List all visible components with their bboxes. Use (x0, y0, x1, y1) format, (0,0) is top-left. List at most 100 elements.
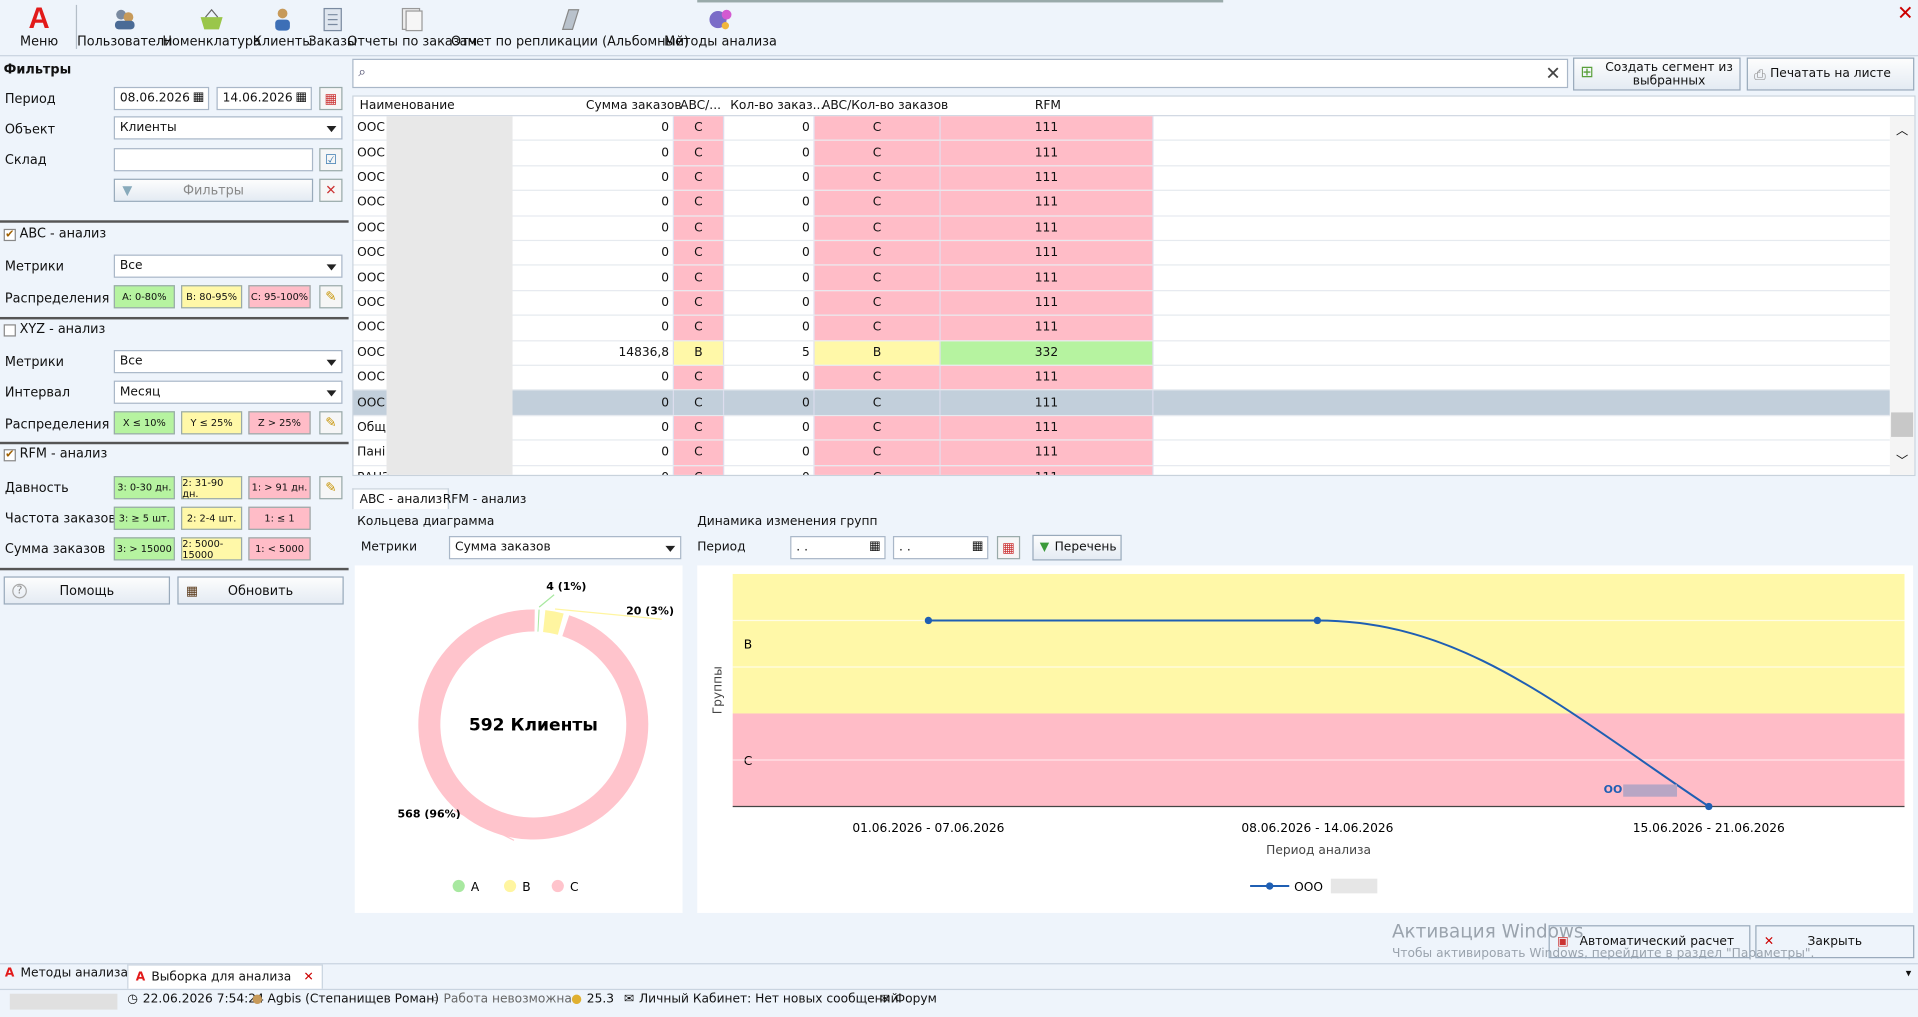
create-segment-button[interactable]: ⊞ Создать сегмент из выбранных (1573, 57, 1741, 91)
help-button[interactable]: ? Помощь (3, 576, 171, 605)
close-button[interactable]: ✕ Закрыть (1755, 925, 1915, 959)
frequency-chip-1[interactable]: 1: ≤ 1 (248, 506, 311, 530)
abc-chip-b[interactable]: B: 80-95% (181, 285, 243, 309)
table-row[interactable]: РАНЗ0C0C111 (354, 465, 1890, 475)
scroll-up-icon[interactable]: ︿ (1895, 124, 1909, 139)
auto-calc-button[interactable]: ▣ Автоматический расчет (1548, 925, 1751, 959)
print-sheet-button[interactable]: ⎙ Печатать на листе (1746, 57, 1915, 91)
abc-metrics-select[interactable]: Все (113, 254, 343, 278)
filters-button[interactable]: ▼ Фильтры (113, 178, 314, 202)
status-user[interactable]: ● Agbis (Степанищев Роман) (251, 992, 440, 1006)
calendar-icon[interactable]: ▦ (971, 539, 984, 554)
xyz-chip-y[interactable]: Y ≤ 25% (181, 411, 243, 435)
date-to-field[interactable]: 14.06.2026 ▦ (216, 86, 312, 111)
nomenclature-button[interactable]: Номенклатура (162, 0, 261, 54)
tab-abc[interactable]: ABC - анализ (352, 488, 450, 511)
order-reports-button[interactable]: Отчеты по заказам (347, 0, 477, 54)
table-row[interactable]: Пані 0 C 0 C 111 (353, 440, 1890, 466)
donut-metrics-select[interactable]: Сумма заказов (448, 536, 682, 560)
xyz-edit-pencil-icon[interactable]: ✎ (319, 411, 343, 435)
status-cabinet[interactable]: ✉ Личный Кабинет: Нет новых сообщений (623, 992, 899, 1006)
analysis-methods-button[interactable]: Методы анализа (664, 0, 777, 54)
frequency-chip-3[interactable]: 3: ≥ 5 шт. (113, 506, 175, 530)
table-row[interactable]: ООС 0 C 0 C 111 (353, 315, 1890, 341)
line-calendar-button[interactable]: ▦ (996, 536, 1021, 560)
col-count[interactable]: Кол-во заказ... (730, 99, 825, 113)
recency-chip-2[interactable]: 2: 31-90 дн. (181, 476, 243, 500)
calendar-icon[interactable]: ▦ (192, 90, 205, 105)
col-abc[interactable]: ABC/... (680, 99, 721, 113)
close-app-icon[interactable]: ✕ (1897, 1, 1914, 25)
sum-chip-2[interactable]: 2: 5000-15000 (181, 537, 243, 561)
cell-abc-count: C (814, 191, 941, 215)
table-row[interactable]: ООС 0 C 0 C 111 (353, 390, 1890, 416)
table-row[interactable]: ООС 0 C 0 C 111 (353, 191, 1890, 217)
clear-search-icon[interactable]: ✕ (1545, 62, 1561, 85)
vertical-scrollbar[interactable]: ︿ ﹀ (1889, 116, 1915, 475)
xyz-chip-z[interactable]: Z > 25% (248, 411, 311, 435)
table-row[interactable]: ООС 0 C 0 C 111 (353, 141, 1890, 167)
frequency-chip-2[interactable]: 2: 2-4 шт. (181, 506, 243, 530)
bottom-tab-selection[interactable]: A Выборка для анализа ✕ (127, 964, 323, 989)
orders-button[interactable]: Заказы (308, 0, 357, 54)
table-row[interactable]: ООС 14836,8 B 5 B 332 (353, 340, 1890, 366)
period-calendar-button[interactable]: ▦ (319, 86, 343, 111)
table-row[interactable]: ООС 0 C 0 C 111 (353, 241, 1890, 267)
status-forum[interactable]: ✉ Форум (879, 992, 937, 1006)
users-button[interactable]: Пользователи (77, 0, 172, 54)
rfm-checkbox[interactable]: ✔ (3, 449, 16, 462)
sum-chip-1[interactable]: 1: < 5000 (248, 537, 311, 561)
col-abc-count[interactable]: ABC/Кол-во заказов (821, 99, 949, 113)
clear-filter-icon[interactable]: ✕ (319, 178, 343, 202)
table-row[interactable]: ООС 0 C 0 C 111 (353, 216, 1890, 242)
line-date-from[interactable]: . . ▦ (790, 536, 886, 560)
date-from-field[interactable]: 08.06.2026 ▦ (113, 86, 210, 111)
status-version: ● 25.3 (571, 992, 615, 1006)
table-row[interactable]: Общ 0 C 0 C 111 (353, 415, 1890, 441)
abc-checkbox[interactable]: ✔ (3, 228, 16, 242)
col-name[interactable]: Наименование (359, 99, 455, 113)
line-date-to[interactable]: . . ▦ (892, 536, 989, 560)
col-rfm[interactable]: RFM (1034, 99, 1061, 113)
band-label: B (744, 638, 752, 652)
abc-chip-a[interactable]: A: 0-80% (113, 285, 175, 309)
xyz-metrics-select[interactable]: Все (113, 350, 343, 374)
clients-button[interactable]: Клиенты (253, 0, 312, 54)
cell-count: 0 (724, 191, 815, 215)
table-row[interactable]: ООС 0 C 0 C 111 (353, 166, 1890, 192)
warehouse-check-icon[interactable]: ☑ (319, 148, 343, 172)
table-row[interactable]: ООС 0 C 0 C 111 (353, 116, 1890, 142)
list-button[interactable]: ▼ Перечень (1032, 534, 1122, 561)
object-select[interactable]: Клиенты (113, 116, 343, 140)
legend-label: C (570, 880, 579, 894)
abc-edit-pencil-icon[interactable]: ✎ (319, 285, 343, 309)
scroll-down-icon[interactable]: ﹀ (1895, 455, 1909, 469)
tab-rfm[interactable]: RFM - анализ (442, 493, 527, 507)
calendar-icon[interactable]: ▦ (869, 539, 881, 554)
xyz-checkbox[interactable] (3, 324, 16, 337)
recency-chip-1[interactable]: 1: > 91 дн. (248, 476, 311, 500)
menu-button[interactable]: A Меню (17, 0, 61, 54)
table-row[interactable]: ООС 0 C 0 C 111 (353, 365, 1890, 391)
close-tab-icon[interactable]: ✕ (303, 970, 314, 984)
abc-chip-c[interactable]: C: 95-100% (248, 285, 311, 309)
refresh-button[interactable]: ▦ Обновить (177, 576, 344, 605)
col-sum[interactable]: Сумма заказов (585, 99, 682, 113)
tab-overflow-icon[interactable]: ▾ (1905, 968, 1912, 981)
cell-sum: 0 (513, 241, 674, 265)
xyz-interval-select[interactable]: Месяц (113, 380, 343, 404)
table-row[interactable]: ООС 0 C 0 C 111 (353, 291, 1890, 316)
rfm-edit-pencil-icon[interactable]: ✎ (319, 476, 343, 500)
xyz-chip-x[interactable]: X ≤ 10% (113, 411, 175, 435)
warehouse-field[interactable] (113, 148, 314, 172)
recency-chip-3[interactable]: 3: 0-30 дн. (113, 476, 175, 500)
scroll-thumb[interactable] (1891, 412, 1914, 437)
search-input[interactable]: ⌕ ✕ (352, 58, 1569, 89)
calendar-icon[interactable]: ▦ (295, 90, 308, 105)
replication-report-button[interactable]: Отчет по репликации (Альбомный) (451, 0, 689, 54)
bottom-tab-methods[interactable]: A Методы анализа (4, 966, 128, 981)
sum-chip-3[interactable]: 3: > 15000 (113, 537, 175, 561)
data-grid[interactable]: Наименование Сумма заказов ABC/... Кол-в… (352, 95, 1916, 477)
table-row[interactable]: ООС 0 C 0 C 111 (353, 266, 1890, 291)
